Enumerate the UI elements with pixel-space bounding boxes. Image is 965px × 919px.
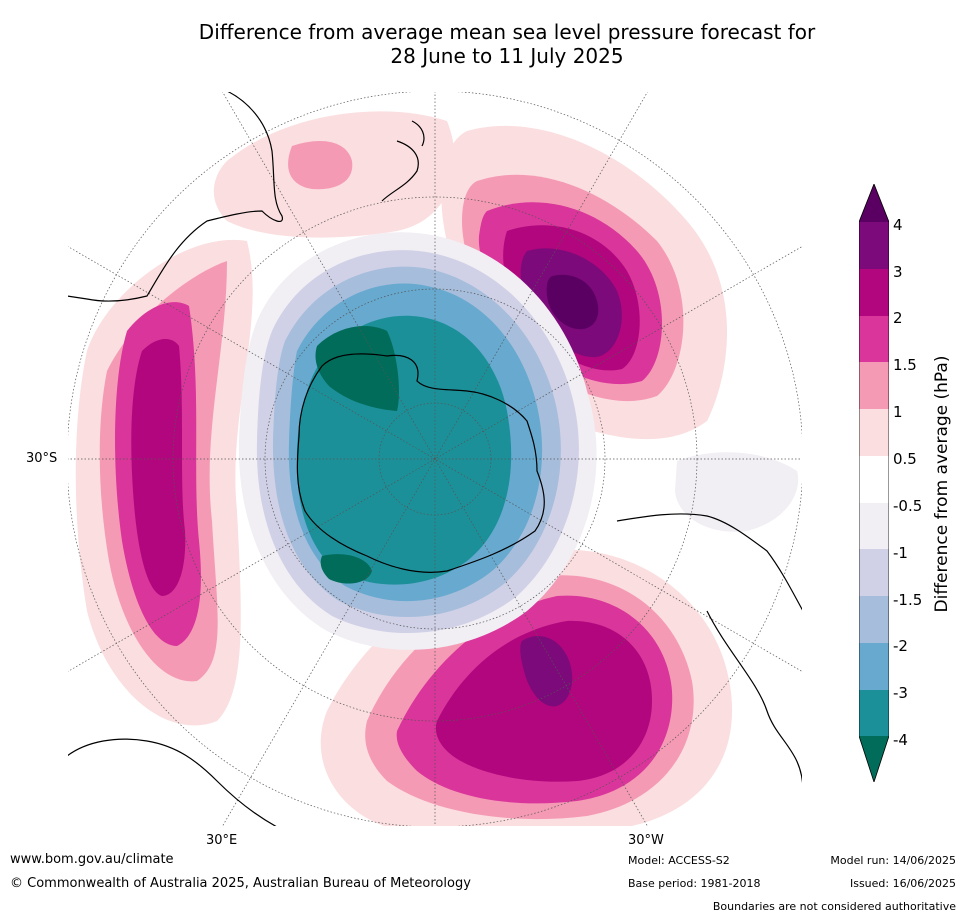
colorbar-segment-1-5	[859, 362, 889, 409]
disclaimer-text: Boundaries are not considered authoritat…	[712, 900, 956, 913]
copyright-text: © Commonwealth of Australia 2025, Austra…	[10, 876, 471, 891]
negative-anomaly-south-america	[675, 452, 799, 532]
base-period-text: Base period: 1981-2018	[628, 877, 761, 890]
issued-text: Issued: 16/06/2025	[849, 877, 956, 890]
title-line-1: Difference from average mean sea level p…	[198, 20, 816, 44]
colorbar-tick: 0.5	[893, 450, 917, 468]
colorbar-tick: -0.5	[893, 497, 923, 515]
colorbar-segment-neg-1	[859, 549, 889, 596]
colorbar-tick: -1	[893, 544, 908, 562]
colorbar-segment-3	[859, 269, 889, 316]
lon-label-30w: 30°W	[628, 833, 664, 848]
colorbar-segment-2	[859, 316, 889, 362]
chart-title: Difference from average mean sea level p…	[0, 20, 965, 68]
model-text: Model: ACCESS-S2	[628, 854, 730, 867]
colorbar-title: Difference from average (hPa)	[932, 355, 952, 613]
colorbar-tick: 1	[893, 403, 903, 421]
colorbar-segment-neg-0-5	[859, 503, 889, 549]
colorbar-tick: 4	[893, 216, 903, 234]
colorbar-segment-1	[859, 409, 889, 456]
negative-anomaly-antarctica	[238, 232, 597, 650]
colorbar-min-arrow	[859, 736, 889, 782]
positive-anomaly-indian-ocean	[75, 239, 253, 726]
australia-coast	[67, 91, 284, 302]
colorbar-segment-neg-3	[859, 690, 889, 736]
coastlines	[67, 91, 803, 827]
colorbar-tick: -1.5	[893, 591, 923, 609]
colorbar-segment-4	[859, 222, 889, 269]
colorbar-max-arrow	[859, 184, 889, 222]
new-zealand-coast	[381, 120, 425, 202]
title-line-2: 28 June to 11 July 2025	[390, 44, 624, 68]
colorbar-tick: 2	[893, 309, 903, 327]
antarctica-coast	[296, 353, 545, 573]
africa-coast	[67, 738, 278, 827]
lon-label-30e: 30°E	[206, 833, 238, 848]
model-run-text: Model run: 14/06/2025	[830, 854, 956, 867]
colorbar-tick: 1.5	[893, 356, 917, 374]
colorbar-tick: -4	[893, 731, 908, 749]
lat-label-30s: 30°S	[26, 451, 58, 466]
pressure-anomaly-map	[67, 91, 803, 827]
colorbar-tick: -3	[893, 684, 908, 702]
colorbar-segment-0-5	[859, 456, 889, 503]
graticule	[67, 91, 803, 827]
website-link[interactable]: www.bom.gov.au/climate	[10, 852, 174, 867]
colorbar-tick: -2	[893, 637, 908, 655]
colorbar-tick: 3	[893, 263, 903, 281]
colorbar	[859, 184, 889, 782]
colorbar-segment-neg-1-5	[859, 596, 889, 643]
positive-anomaly-australia	[213, 111, 455, 238]
colorbar-segment-neg-2	[859, 643, 889, 690]
south-america-coast	[616, 513, 803, 792]
